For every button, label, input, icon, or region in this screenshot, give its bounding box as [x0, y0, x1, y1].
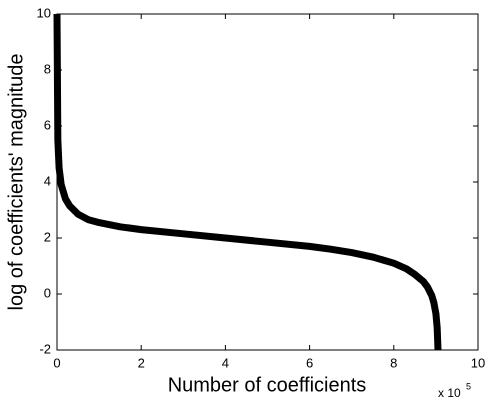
y-tick-label: 2	[44, 229, 51, 244]
x-multiplier-exponent: 5	[466, 381, 471, 391]
x-tick-label: 4	[222, 355, 229, 370]
y-tick-label: 8	[44, 61, 51, 76]
y-tick-label: 4	[44, 173, 51, 188]
x-tick-label: 0	[53, 355, 60, 370]
y-tick-label: 6	[44, 117, 51, 132]
x-tick-label: 10	[471, 355, 485, 370]
y-tick-label: 0	[44, 285, 51, 300]
y-axis-label: log of coefficients' magnitude	[5, 54, 27, 311]
data-line	[53, 13, 442, 351]
y-tick-label: -2	[39, 341, 51, 356]
x-tick-label: 2	[138, 355, 145, 370]
x-tick-label: 8	[390, 355, 397, 370]
y-tick-label: 10	[37, 5, 51, 20]
x-multiplier: x 10	[438, 386, 461, 400]
x-tick-label: 6	[306, 355, 313, 370]
x-axis-label: Number of coefficients	[168, 374, 367, 396]
